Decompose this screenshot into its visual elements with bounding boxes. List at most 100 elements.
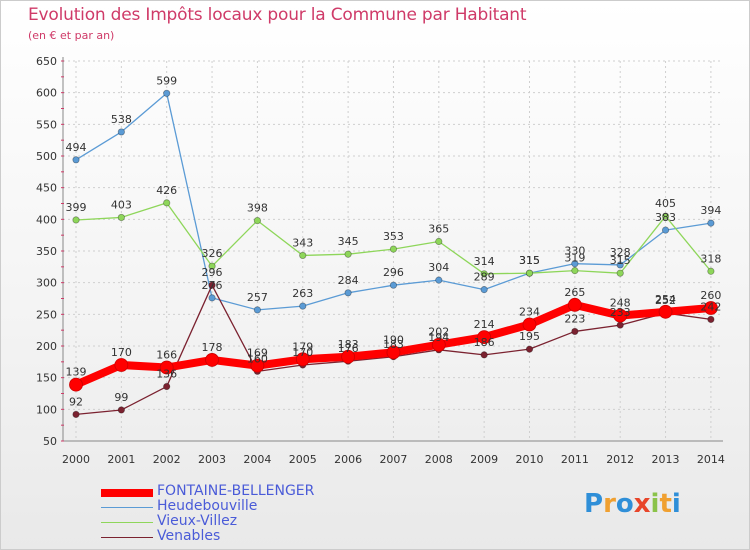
y-tick-label: 650	[36, 55, 57, 68]
brand-letter: P	[584, 489, 604, 519]
data-label: 343	[292, 236, 313, 249]
x-tick-label: 2009	[470, 453, 498, 466]
data-label: 494	[66, 141, 87, 154]
chart-title: Evolution des Impôts locaux pour la Comm…	[28, 5, 527, 25]
data-point	[253, 217, 261, 225]
data-point	[480, 286, 488, 294]
y-tick-label: 300	[36, 277, 57, 290]
data-label: 233	[610, 306, 631, 319]
x-tick-label: 2002	[153, 453, 181, 466]
data-label: 265	[564, 286, 585, 299]
legend-label: Heudebouville	[157, 498, 258, 514]
legend-swatch	[101, 507, 153, 508]
data-point	[159, 360, 174, 375]
legend-swatch	[101, 537, 153, 538]
data-point	[567, 297, 582, 312]
data-label: 345	[338, 235, 359, 248]
data-point	[72, 410, 80, 418]
data-point	[117, 213, 125, 222]
data-point	[616, 261, 624, 269]
data-label: 353	[383, 230, 404, 243]
data-label: 257	[247, 291, 268, 304]
axes: 50 100 150 200 250 300 350 400 450 500 550 600 650 20…	[36, 55, 725, 466]
data-point	[114, 358, 129, 372]
y-tick-label: 500	[36, 150, 57, 163]
brand-letter: x	[633, 489, 651, 519]
data-label: 599	[156, 74, 177, 87]
data-label: 176	[338, 342, 359, 355]
data-point	[707, 267, 715, 275]
x-tick-label: 2010	[516, 453, 544, 466]
data-label: 214	[474, 318, 495, 331]
x-tick-label: 2000	[62, 453, 90, 466]
data-label: 319	[564, 252, 585, 265]
data-label: 289	[474, 271, 495, 284]
data-label: 160	[247, 352, 268, 365]
chart-subtitle: (en € et par an)	[28, 29, 115, 42]
legend-swatch	[101, 522, 153, 523]
data-point	[525, 269, 534, 277]
data-label: 169	[247, 347, 268, 360]
x-tick-label: 2006	[334, 453, 362, 466]
data-label: 315	[519, 254, 540, 267]
data-point	[480, 351, 488, 359]
data-point	[299, 251, 307, 260]
x-tick-label: 2004	[243, 453, 271, 466]
data-point	[389, 281, 398, 289]
series-lines	[69, 89, 718, 418]
data-point	[208, 294, 216, 302]
data-label: 242	[700, 300, 721, 313]
data-point	[208, 262, 216, 270]
data-label: 330	[564, 245, 585, 258]
data-label: 178	[202, 341, 223, 354]
data-label: 166	[156, 349, 177, 362]
data-point	[435, 276, 443, 284]
y-tick-label: 550	[36, 118, 57, 131]
data-label: 315	[519, 254, 540, 267]
data-label: 263	[292, 287, 313, 300]
y-tick-label: 400	[36, 213, 57, 226]
data-label: 183	[338, 338, 359, 351]
data-point	[389, 245, 398, 253]
data-label: 296	[202, 266, 223, 279]
data-label: 314	[474, 255, 495, 268]
data-label: 538	[111, 113, 132, 126]
data-point	[571, 327, 579, 336]
brand-logo: Proxiti	[584, 489, 681, 519]
data-label: 326	[202, 247, 223, 260]
data-label: 260	[700, 289, 721, 302]
data-label: 254	[655, 293, 676, 306]
data-point	[480, 270, 488, 278]
data-label: 276	[202, 279, 223, 292]
x-tick-label: 2007	[379, 453, 407, 466]
brand-letter: i	[671, 489, 681, 519]
x-tick-label: 2003	[198, 453, 226, 466]
data-label: 399	[66, 201, 87, 214]
y-tick-label: 350	[36, 245, 57, 258]
data-point	[295, 352, 310, 367]
data-label: 304	[428, 261, 449, 274]
x-tick-label: 2014	[697, 453, 725, 466]
data-label: 183	[383, 338, 404, 351]
data-label: 426	[156, 184, 177, 197]
data-point	[117, 406, 125, 414]
data-point	[571, 260, 579, 268]
data-point	[117, 128, 125, 136]
data-point	[613, 308, 628, 323]
y-tick-label: 600	[36, 87, 57, 100]
x-tick-label: 2013	[652, 453, 680, 466]
data-point	[616, 321, 624, 329]
data-point	[344, 289, 352, 297]
data-point	[571, 267, 579, 275]
data-point	[386, 345, 401, 360]
data-label: 315	[610, 254, 631, 267]
data-point	[435, 237, 443, 246]
data-point	[72, 156, 80, 164]
legend-label: Vieux-Villez	[157, 513, 238, 529]
data-point	[163, 382, 171, 391]
data-label: 365	[428, 223, 449, 236]
data-point	[658, 304, 673, 319]
data-label: 223	[564, 312, 585, 325]
